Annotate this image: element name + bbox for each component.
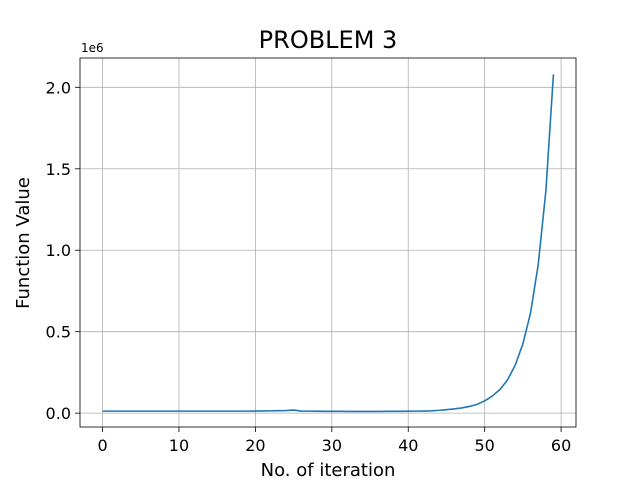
y-tick-label: 0.5 — [46, 323, 71, 342]
x-tick-label: 0 — [97, 436, 107, 455]
plot-frame — [79, 57, 577, 428]
x-axis-title: No. of iteration — [261, 460, 396, 480]
y-tick-label: 0.0 — [46, 404, 71, 423]
y-axis-title: Function Value — [13, 177, 34, 309]
x-tick-label: 10 — [169, 436, 189, 455]
y-tick-label: 2.0 — [46, 78, 71, 97]
x-tick-label: 20 — [245, 436, 265, 455]
series-layer — [102, 74, 555, 413]
x-tick-label: 40 — [398, 436, 418, 455]
grid — [80, 58, 576, 427]
x-tick-label: 30 — [322, 436, 342, 455]
series-line — [102, 74, 555, 413]
x-tick-label: 60 — [551, 436, 571, 455]
chart-title: PROBLEM 3 — [259, 26, 398, 54]
x-tick-label: 50 — [474, 436, 494, 455]
ticks: 0 10 20 30 40 50 60 0.0 0.5 1.0 1.5 2.0 — [46, 78, 572, 455]
y-offset-label: 1e6 — [81, 41, 104, 55]
y-tick-label: 1.0 — [46, 241, 71, 260]
y-tick-label: 1.5 — [46, 160, 71, 179]
